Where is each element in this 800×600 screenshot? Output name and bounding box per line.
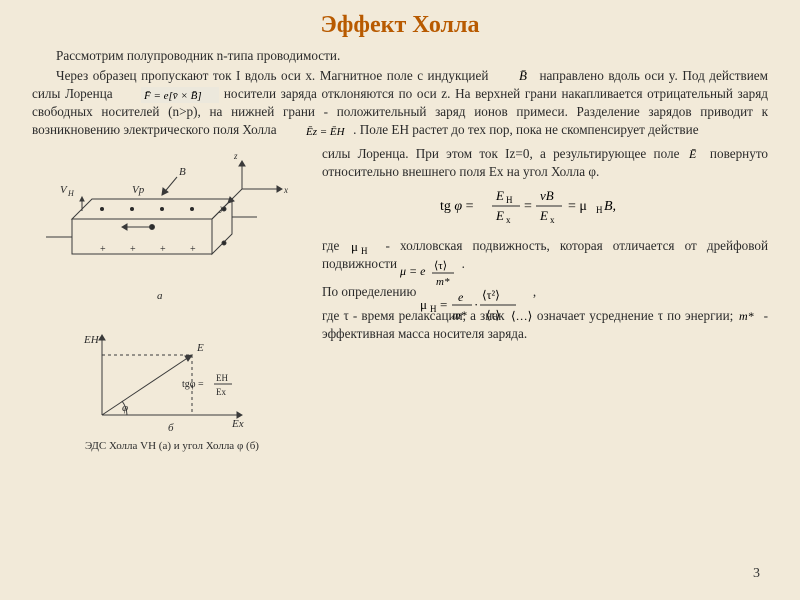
formula-mstar-icon: m* [737,309,759,325]
svg-text:E: E [196,342,204,354]
svg-text:EH: EH [83,334,100,346]
svg-text:z: z [233,151,238,161]
svg-text:x: x [283,185,288,195]
svg-text:H: H [361,246,368,255]
rc2b: - холловская подвижность, которая отлича… [322,238,768,271]
p2a: Через образец пропускают ток I вдоль оси… [56,68,488,83]
figure-caption: ЭДС Холла VH (а) и угол Холла φ (б) [85,439,259,454]
svg-text:⟨τ⟩: ⟨τ⟩ [434,260,447,272]
svg-text:H: H [67,189,75,198]
right-text-column: силы Лоренца. При этом ток Iz=0, а резул… [322,145,768,454]
svg-text:E: E [495,208,504,223]
svg-text:F̄ = e[v̄ × B̄]: F̄ = e[v̄ × B̄] [143,90,202,102]
rc3a: По определению [322,284,416,299]
formula-E-icon: Ē [687,147,703,163]
figure-column: x z y [32,145,312,454]
svg-text:x: x [506,215,511,224]
formula-bracket-icon: ⟨…⟩ [509,309,533,325]
svg-text:Ex: Ex [216,387,226,397]
svg-text:m*: m* [739,309,754,323]
svg-text:tgφ =: tgφ = [182,379,204,390]
svg-text:B,: B, [604,199,616,214]
svg-text:⟨τ²⟩: ⟨τ²⟩ [482,288,500,302]
rc4a: где τ - время релаксации, а знак [322,308,505,323]
svg-text:H: H [596,205,603,215]
svg-text:а: а [157,290,163,302]
svg-text:⟨…⟩: ⟨…⟩ [511,309,532,323]
svg-text:Ē: Ē [688,147,697,161]
svg-text:Ēz = ĒH: Ēz = ĒH [305,126,346,138]
page-number: 3 [753,566,760,582]
formula-B-icon: B̄ [493,69,535,85]
hall-angle-diagram: EH E Ex φ tgφ = EH Ex б [72,325,272,435]
dot1: . [462,256,465,271]
svg-text:+: + [160,244,166,255]
svg-text:e: e [458,290,464,304]
page-title: Эффект Холла [0,0,800,47]
formula-mu-drift-icon: μ = e ⟨τ⟩ m* [400,257,458,273]
svg-text:x: x [550,215,555,224]
svg-text:E: E [539,208,548,223]
svg-text:Ex: Ex [231,418,244,430]
rc2a: где [322,238,339,253]
formula-EzEH-icon: Ēz = ĒH [280,123,350,139]
svg-text:νB: νB [540,188,554,203]
body-text: Рассмотрим полупроводник n-типа проводим… [0,47,800,453]
svg-text:б: б [168,422,174,434]
rc1: силы Лоренца. При этом ток Iz=0, а резул… [322,146,679,161]
svg-text:φ: φ [122,402,128,414]
svg-text:B̄: B̄ [519,69,527,83]
formula-lorentz-icon: F̄ = e[v̄ × B̄] [117,87,219,103]
formula-muH-def-icon: μH = e m* · ⟨τ²⟩ ⟨τ⟩ [420,285,530,301]
svg-text:tg φ =: tg φ = [440,199,474,214]
svg-text:+: + [130,244,136,255]
svg-text:B: B [179,166,186,178]
svg-text:Vp: Vp [132,184,145,196]
rc4b: означает усреднение τ по энергии; [537,308,733,323]
svg-text:V: V [60,184,68,196]
svg-text:= μ: = μ [568,199,587,214]
paragraph-2: Через образец пропускают ток I вдоль оси… [32,67,768,139]
hall-sample-diagram: x z y [32,149,312,309]
svg-text:+: + [100,244,106,255]
p2d: . Поле EH растет до тех пор, пока не ско… [353,122,698,137]
svg-text:H: H [506,195,513,205]
svg-text:=: = [524,199,532,214]
svg-text:μ = e: μ = e [400,264,426,278]
paragraph-1: Рассмотрим полупроводник n-типа проводим… [32,47,768,65]
formula-muH-icon: μH [349,239,375,255]
svg-text:μ: μ [351,239,358,254]
comma: , [533,284,536,299]
formula-tg-phi: tg φ = EH Ex = νB Ex = μH B, [322,186,768,229]
svg-text:+: + [190,244,196,255]
svg-text:E: E [495,188,504,203]
svg-text:EH: EH [216,373,228,383]
